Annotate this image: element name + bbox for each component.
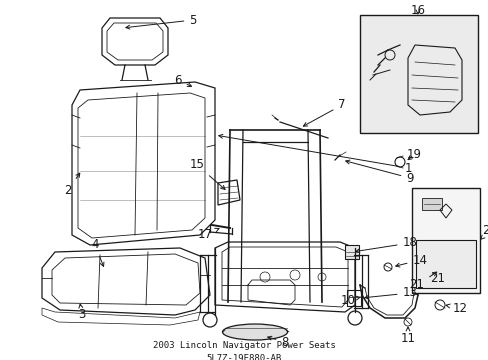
Text: 21: 21 xyxy=(429,271,445,284)
Text: 17: 17 xyxy=(197,228,219,242)
Text: 13: 13 xyxy=(364,287,417,300)
Text: 21: 21 xyxy=(408,272,436,292)
Text: 14: 14 xyxy=(395,253,427,267)
Ellipse shape xyxy=(222,324,287,340)
Bar xyxy=(411,188,479,293)
FancyBboxPatch shape xyxy=(359,15,477,133)
Text: 8: 8 xyxy=(267,336,288,348)
Text: 18: 18 xyxy=(355,237,417,253)
Text: 9: 9 xyxy=(345,160,413,184)
Text: 3: 3 xyxy=(78,304,85,321)
Bar xyxy=(415,240,475,288)
Text: 2: 2 xyxy=(64,173,80,197)
Text: 20: 20 xyxy=(480,224,488,239)
Text: 10: 10 xyxy=(340,293,360,306)
Text: 1: 1 xyxy=(218,134,411,175)
Text: 12: 12 xyxy=(445,302,467,315)
Bar xyxy=(346,290,360,306)
Text: 11: 11 xyxy=(400,327,415,345)
Text: 16: 16 xyxy=(409,4,425,17)
Bar xyxy=(345,245,358,259)
Text: 19: 19 xyxy=(406,148,421,162)
Bar xyxy=(421,198,441,210)
Text: 4: 4 xyxy=(91,238,104,266)
Text: 2003 Lincoln Navigator Power Seats
5L7Z-19E880-AB: 2003 Lincoln Navigator Power Seats 5L7Z-… xyxy=(152,341,335,360)
Text: 6: 6 xyxy=(174,73,191,86)
Text: 15: 15 xyxy=(189,158,224,189)
Text: 5: 5 xyxy=(125,13,196,29)
Text: 7: 7 xyxy=(303,99,345,126)
